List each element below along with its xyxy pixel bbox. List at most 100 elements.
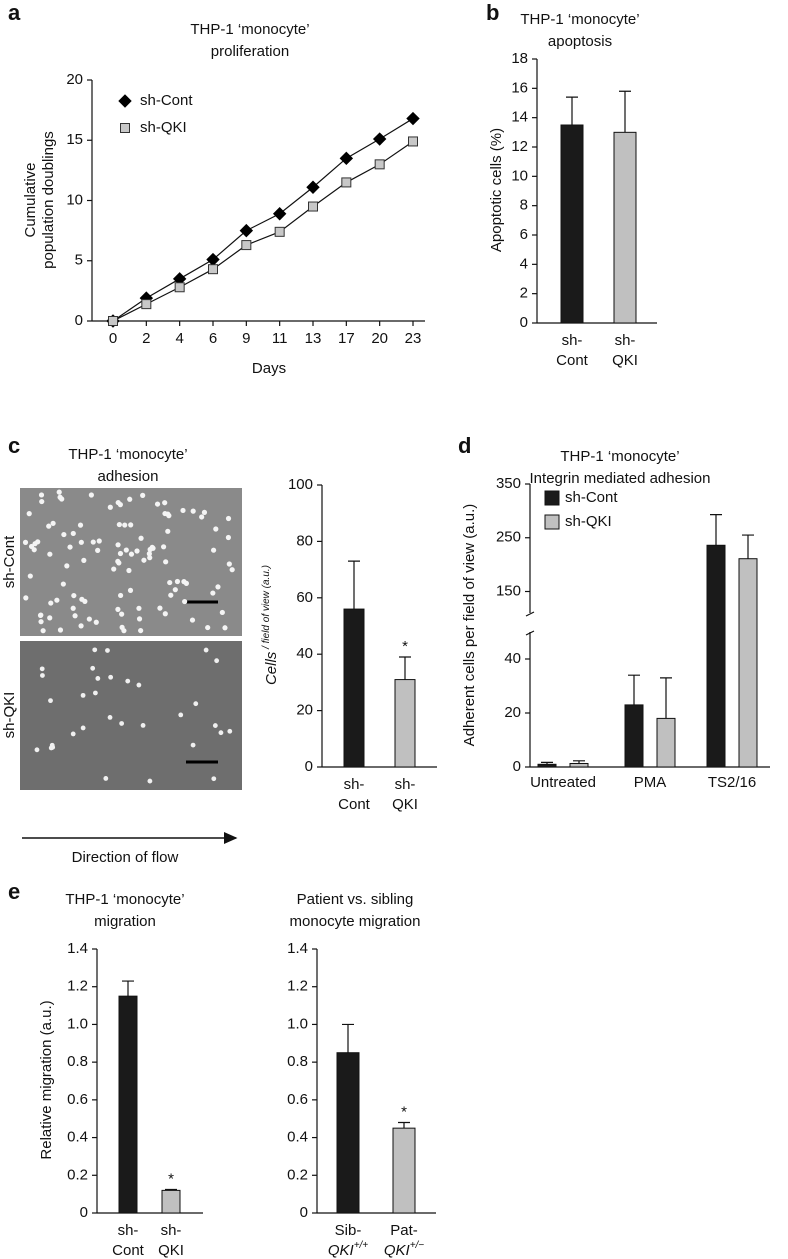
cell [40, 628, 46, 634]
cell [105, 648, 110, 653]
legend-marker [120, 123, 130, 133]
x-tick-label: 17 [338, 330, 355, 347]
y-tick-label: 1.4 [67, 940, 88, 957]
cell [222, 625, 228, 631]
y-tick-label: 20 [504, 704, 521, 721]
cell [80, 725, 86, 731]
text-line: sh- [615, 332, 636, 349]
cell [225, 534, 232, 541]
cell [128, 551, 135, 557]
cell [160, 544, 167, 550]
text-line: THP-1 ‘monocyte’ [65, 891, 184, 908]
y-tick-label: 18 [511, 50, 528, 67]
gene: Cells [263, 651, 280, 685]
x-tick-label: 6 [209, 330, 217, 347]
error-bar [348, 560, 360, 610]
x-tick-label: 4 [175, 330, 183, 347]
cell [146, 551, 152, 557]
panel-letter: c [8, 433, 20, 458]
cell [154, 501, 161, 507]
y-tick-label: 0.4 [67, 1129, 88, 1146]
cell [180, 507, 186, 514]
cell [95, 547, 101, 553]
text-line: sh- [395, 776, 416, 793]
cell [117, 550, 124, 557]
cell [126, 567, 132, 574]
x-tick-label: 23 [405, 330, 422, 347]
bar [560, 124, 584, 324]
cell [116, 521, 122, 528]
chart-title: THP-1 ‘monocyte’ adhesion [68, 446, 187, 485]
chart-title: THP-1 ‘monocyte’ Integrin mediated adhesi… [530, 448, 711, 487]
text-line: apoptosis [548, 33, 612, 50]
y-tick-label: 150 [496, 582, 521, 599]
cell [70, 731, 76, 737]
cell [121, 628, 127, 634]
cell [125, 678, 131, 684]
point [308, 201, 318, 212]
y-tick-label: 0.8 [67, 1053, 88, 1070]
point [108, 316, 118, 326]
x-tick-label: sh- Cont [112, 1222, 145, 1259]
cell [64, 563, 70, 569]
y-tick-label: 1.2 [67, 978, 88, 995]
y-axis-label: Cells / field of view (a.u.) [261, 565, 280, 685]
cell [181, 579, 187, 585]
y-tick-label: 0.6 [67, 1091, 88, 1108]
cell [28, 543, 35, 550]
cell [111, 566, 117, 572]
bar [706, 544, 726, 768]
cell [166, 513, 172, 519]
bar [569, 762, 589, 768]
cell [90, 665, 96, 671]
legend-label: sh-QKI [140, 119, 187, 136]
cell [140, 722, 146, 728]
text-line: 17 [338, 330, 355, 347]
cell [115, 606, 121, 612]
cell [22, 539, 29, 545]
cell [70, 530, 76, 537]
cell [213, 526, 219, 532]
cell [162, 611, 168, 617]
cell [108, 674, 114, 680]
cell [115, 542, 121, 548]
micrograph [20, 488, 242, 636]
cell [60, 581, 66, 587]
error-bar [628, 674, 640, 705]
micrograph [20, 641, 242, 790]
point [341, 177, 352, 188]
y-tick-label: 6 [520, 226, 528, 243]
legend-swatch [544, 514, 560, 530]
cell [215, 584, 221, 590]
y-tick-label: 10 [66, 191, 83, 208]
cell [39, 498, 45, 505]
gene: QKI [328, 1242, 354, 1259]
cell [37, 612, 44, 618]
cell [141, 557, 147, 563]
text-line: sh- [562, 332, 583, 349]
error-bar [619, 90, 631, 133]
x-tick-label: 13 [305, 330, 322, 347]
gene: QKI [384, 1242, 410, 1259]
point [239, 223, 254, 238]
cell [128, 522, 134, 528]
cell [96, 538, 102, 544]
x-tick-label: 11 [272, 330, 288, 347]
bar [738, 558, 758, 768]
axis-break [525, 611, 535, 636]
significance-label: * [402, 638, 408, 655]
bar [161, 1189, 181, 1214]
x-tick-label: sh- Cont [556, 332, 589, 369]
cell [72, 613, 78, 619]
point [406, 111, 420, 126]
y-axis-label: Cumulativepopulation doublings [22, 131, 57, 269]
cell [93, 619, 99, 625]
panel-letter: d [458, 433, 471, 458]
text-line: Adherent cells per field of view (a.u.) [461, 504, 478, 747]
point [339, 151, 354, 166]
cell [147, 555, 153, 561]
cell [168, 592, 174, 598]
bar [392, 1127, 416, 1214]
text-line: THP-1 ‘monocyte’ [520, 11, 639, 28]
cell [127, 587, 134, 593]
